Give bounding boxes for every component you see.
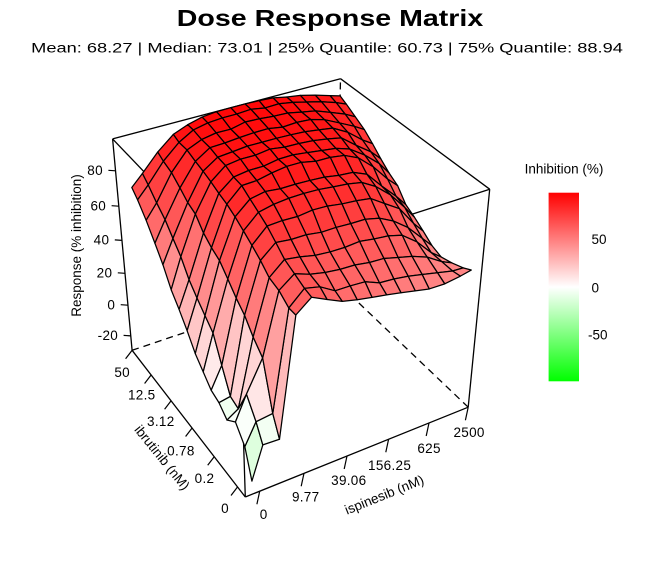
svg-text:0: 0 — [592, 280, 600, 295]
svg-text:0.78: 0.78 — [167, 444, 194, 459]
svg-text:2500: 2500 — [453, 425, 484, 440]
svg-text:9.77: 9.77 — [292, 490, 319, 505]
svg-text:625: 625 — [417, 441, 440, 456]
svg-text:Response (% inhibition): Response (% inhibition) — [69, 174, 84, 317]
svg-text:80: 80 — [87, 163, 103, 178]
svg-text:Mean: 68.27 | Median: 73.01 |: Mean: 68.27 | Median: 73.01 | 25% Quanti… — [31, 40, 623, 56]
svg-text:20: 20 — [97, 266, 113, 281]
svg-text:60: 60 — [90, 198, 106, 213]
svg-text:Dose Response Matrix: Dose Response Matrix — [177, 4, 484, 31]
svg-text:-50: -50 — [588, 328, 608, 343]
svg-text:39.06: 39.06 — [331, 473, 366, 488]
svg-text:0: 0 — [260, 507, 268, 522]
svg-text:-20: -20 — [98, 328, 118, 343]
svg-text:50: 50 — [114, 365, 130, 380]
svg-text:Inhibition (%): Inhibition (%) — [525, 162, 604, 177]
svg-text:0.2: 0.2 — [195, 471, 215, 486]
svg-text:156.25: 156.25 — [368, 458, 411, 473]
svg-text:50: 50 — [592, 232, 607, 247]
svg-text:40: 40 — [94, 233, 110, 248]
svg-text:12.5: 12.5 — [128, 387, 155, 402]
svg-text:0: 0 — [221, 501, 229, 516]
svg-text:0: 0 — [107, 297, 115, 312]
svg-text:3.12: 3.12 — [147, 414, 174, 429]
